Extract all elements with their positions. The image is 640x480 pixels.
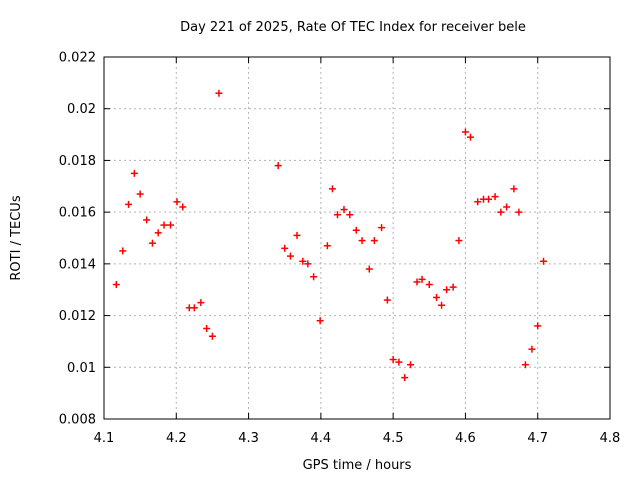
data-point-marker (333, 211, 341, 219)
data-point-marker (160, 221, 168, 229)
data-point-marker (173, 198, 181, 206)
data-point-marker (281, 244, 289, 252)
data-point-marker (190, 304, 198, 312)
data-point-marker (310, 273, 318, 281)
data-point-marker (358, 237, 366, 245)
data-point-marker (443, 286, 451, 294)
data-point-marker (474, 198, 482, 206)
data-point-marker (510, 185, 518, 193)
data-point-marker (203, 325, 211, 332)
y-tick-label: 0.016 (59, 206, 96, 221)
data-point-marker (119, 247, 127, 255)
x-tick-label: 4.4 (311, 431, 332, 446)
x-tick-label: 4.1 (94, 431, 115, 446)
x-tick-label: 4.8 (600, 431, 621, 446)
data-point-marker (148, 239, 156, 247)
data-point-marker (521, 361, 529, 369)
data-point-marker (130, 169, 138, 177)
data-point-marker (497, 208, 505, 216)
plot-border (103, 56, 611, 420)
data-point-marker (125, 200, 133, 208)
data-point-marker (491, 193, 499, 201)
y-tick-label: 0.008 (59, 413, 96, 428)
data-point-marker (378, 224, 386, 232)
data-point-marker (154, 229, 162, 237)
data-point-marker (406, 361, 414, 369)
y-tick-label: 0.02 (67, 102, 96, 117)
data-point-marker (215, 89, 223, 97)
data-point-marker (528, 345, 536, 353)
data-point-marker (449, 283, 457, 291)
x-axis-label: GPS time / hours (303, 458, 412, 473)
data-point-marker (455, 237, 463, 245)
data-point-marker (299, 257, 307, 265)
y-tick-label: 0.012 (59, 309, 96, 324)
data-point-marker (425, 281, 433, 289)
data-point-marker (370, 237, 378, 245)
data-point-marker (485, 195, 493, 203)
y-axis-label: ROTI / TECUs (9, 195, 24, 280)
data-point-marker (323, 242, 331, 250)
data-point-marker (418, 275, 426, 283)
data-point-marker (389, 356, 397, 364)
x-tick-label: 4.7 (527, 431, 548, 446)
data-point-marker (534, 322, 542, 330)
x-tick-label: 4.5 (383, 431, 404, 446)
data-point-marker (167, 221, 175, 229)
data-point-marker (383, 296, 391, 304)
data-point-marker (466, 133, 474, 141)
y-tick-label: 0.01 (67, 361, 96, 376)
data-point-marker (316, 317, 324, 325)
data-point-marker (438, 301, 446, 309)
data-point-marker (274, 162, 282, 170)
y-tick-label: 0.022 (59, 51, 96, 66)
data-point-marker (179, 203, 187, 211)
data-point-marker (515, 208, 523, 216)
data-point-marker (413, 278, 421, 286)
data-point-marker (286, 252, 294, 260)
data-point-marker (197, 299, 205, 307)
data-point-marker (112, 281, 120, 289)
data-point-marker (401, 374, 409, 382)
data-point-marker (208, 332, 216, 340)
x-tick-label: 4.2 (166, 431, 187, 446)
data-point-marker (395, 358, 403, 366)
data-point-marker (304, 260, 312, 268)
data-point-marker (461, 128, 469, 136)
data-point-marker (433, 293, 441, 301)
data-point-marker (352, 226, 360, 234)
data-point-marker (539, 257, 547, 265)
data-point-marker (346, 211, 354, 219)
data-point-marker (503, 203, 511, 211)
y-tick-label: 0.014 (59, 257, 96, 272)
data-point-marker (328, 185, 336, 193)
x-tick-label: 4.6 (455, 431, 476, 446)
data-point-marker (136, 190, 144, 198)
x-tick-label: 4.3 (238, 431, 259, 446)
data-point-marker (365, 265, 373, 273)
y-tick-label: 0.018 (59, 154, 96, 169)
data-point-marker (143, 216, 151, 224)
data-point-marker (293, 231, 301, 239)
data-point-marker (340, 206, 348, 214)
chart-title: Day 221 of 2025, Rate Of TEC Index for r… (180, 20, 526, 35)
